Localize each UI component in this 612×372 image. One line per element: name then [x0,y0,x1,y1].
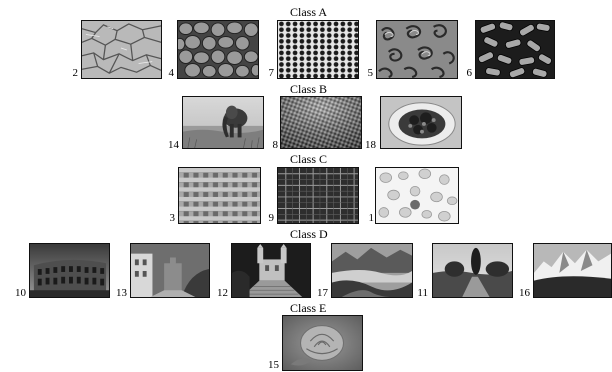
image-number: 16 [519,287,530,299]
image-number: 8 [272,139,279,151]
texture-thumbnail [280,96,362,149]
image-number: 12 [217,287,228,299]
texture-thumbnail [277,167,359,224]
photo-thumbnail [231,243,311,298]
class-b-label: Class B [290,82,328,96]
class-e-label: Class E [290,301,327,315]
photo-thumbnail [375,167,459,224]
image-number: 18 [365,139,376,151]
photo-thumbnail [432,243,513,298]
image-number: 7 [268,67,275,79]
texture-thumbnail [277,20,359,79]
image-number: 10 [15,287,26,299]
texture-thumbnail [177,20,259,79]
image-number: 4 [168,67,175,79]
texture-thumbnail [475,20,555,79]
image-number: 5 [367,67,374,79]
photo-thumbnail [331,243,413,298]
image-number: 15 [268,359,279,371]
image-number: 9 [268,212,275,224]
photo-thumbnail [380,96,462,149]
photo-thumbnail [182,96,264,149]
photo-thumbnail [533,243,612,298]
texture-thumbnail [178,167,261,224]
image-number: 1 [368,212,375,224]
image-number: 6 [466,67,473,79]
class-d-label: Class D [290,227,328,241]
photo-thumbnail [282,315,363,371]
image-number: 2 [72,67,79,79]
photo-thumbnail [130,243,210,298]
image-number: 13 [116,287,127,299]
image-number: 11 [417,287,428,299]
image-number: 14 [168,139,179,151]
class-a-label: Class A [290,5,328,19]
image-number: 17 [317,287,328,299]
texture-thumbnail [376,20,458,79]
image-number: 3 [169,212,176,224]
texture-thumbnail [81,20,162,79]
photo-thumbnail [29,243,110,298]
class-c-label: Class C [290,152,328,166]
